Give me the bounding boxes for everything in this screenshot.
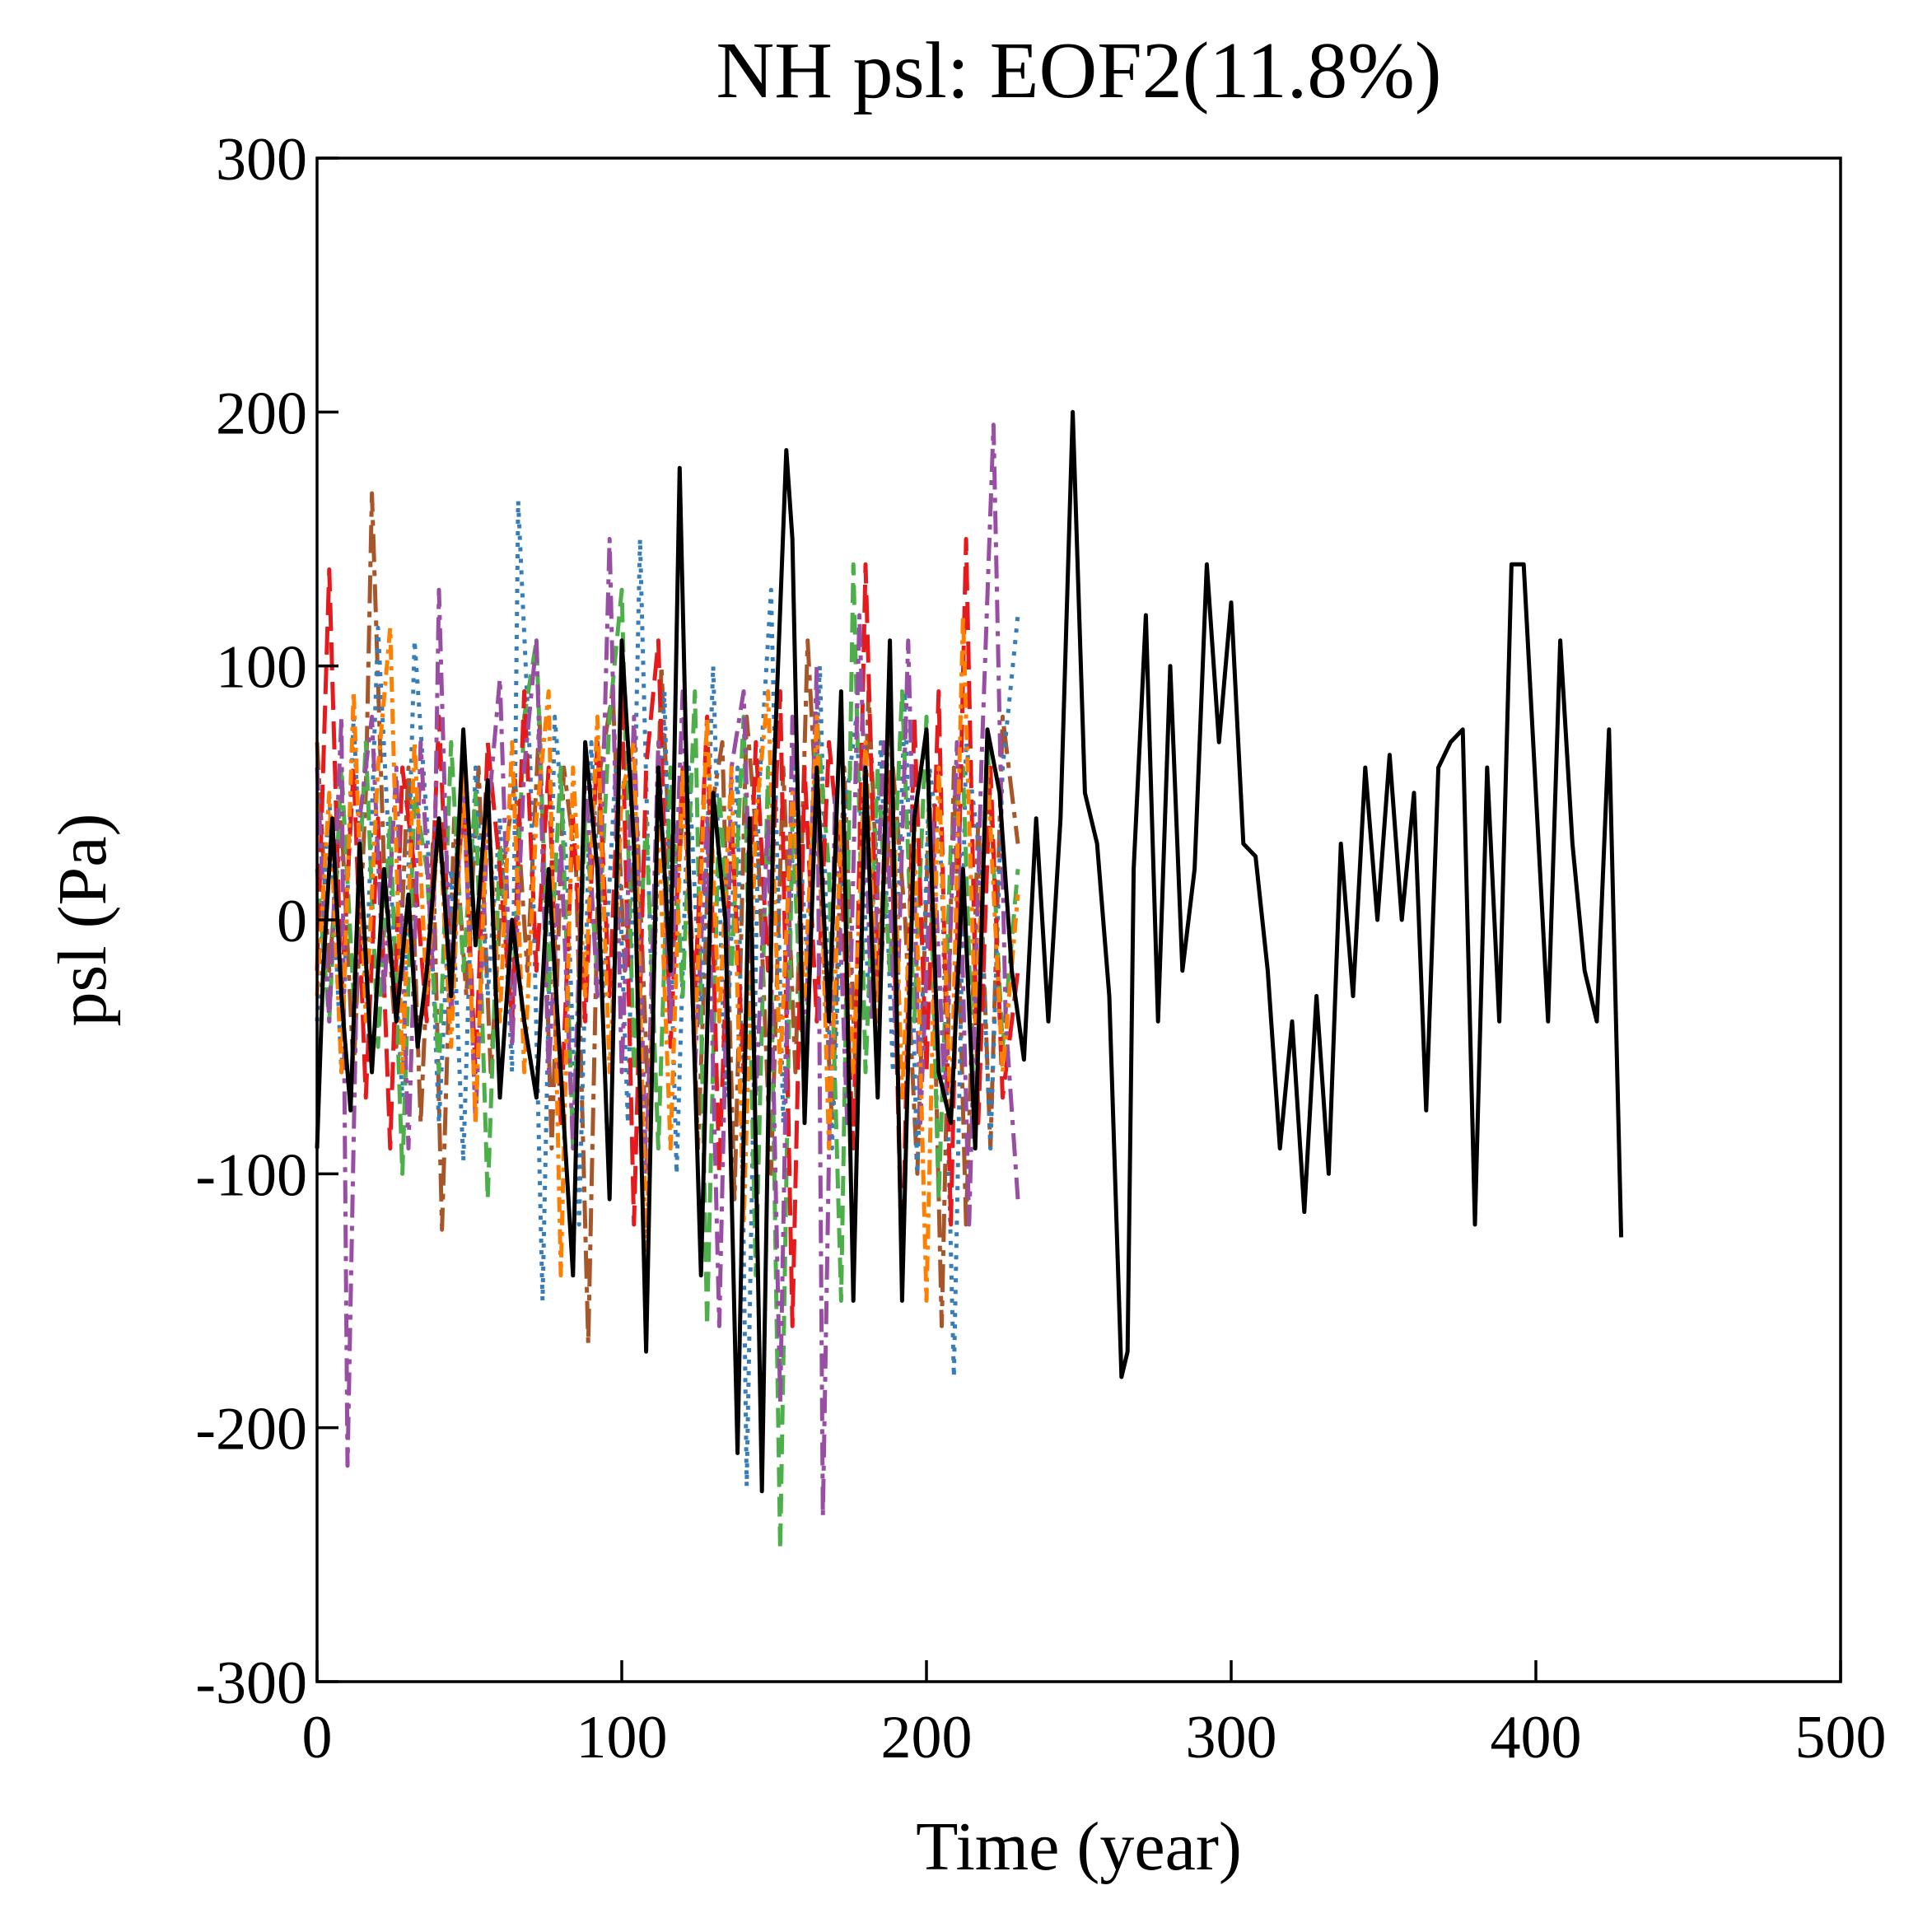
chart-title: NH psl: EOF2(11.8%): [716, 26, 1441, 115]
x-tick-label: 0: [302, 1704, 333, 1771]
x-axis-label: Time (year): [916, 1808, 1242, 1885]
x-tick-label: 500: [1795, 1704, 1887, 1771]
series-line-7: [315, 409, 1624, 1494]
y-tick-label: 100: [216, 634, 307, 702]
y-tick-label: 200: [216, 380, 307, 447]
series-layer: [315, 409, 1624, 1552]
x-tick-label: 200: [881, 1704, 973, 1771]
x-tick-label: 400: [1491, 1704, 1582, 1771]
y-tick-label: -100: [195, 1141, 307, 1209]
y-axis-label: psl (Pa): [44, 814, 121, 1027]
x-axis: 0 100 200 300 400 500: [302, 1660, 1887, 1771]
y-tick-label: -300: [195, 1650, 307, 1717]
y-tick-label: 300: [216, 126, 307, 194]
plot-frame: [315, 156, 1842, 1683]
x-tick-label: 100: [576, 1704, 668, 1771]
x-tick-label: 300: [1186, 1704, 1277, 1771]
y-tick-label: 0: [277, 888, 307, 955]
y-tick-label: -200: [195, 1396, 307, 1463]
series-line-1: [315, 491, 1020, 1346]
y-axis: -300 -200 -100 0 100 200 300: [195, 126, 338, 1717]
